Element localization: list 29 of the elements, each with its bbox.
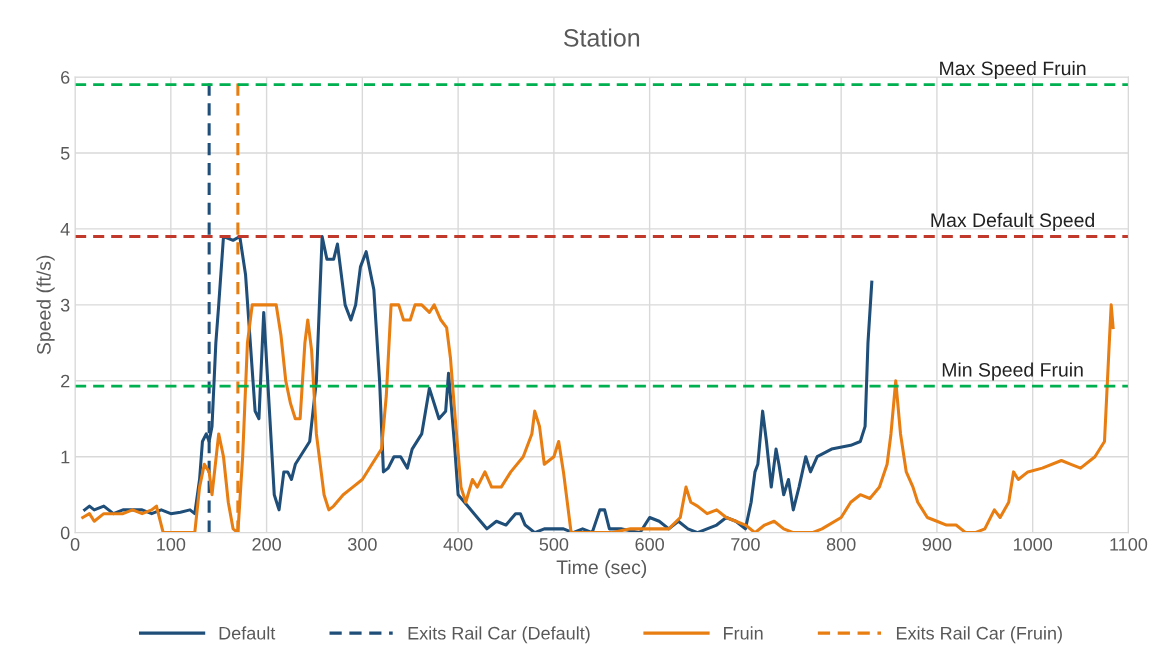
y-tick-label: 6 [61, 70, 70, 84]
legend-label: Exits Rail Car (Default) [408, 626, 590, 644]
x-tick-label: 700 [731, 537, 760, 551]
x-tick-label: 100 [157, 537, 186, 551]
ref-line-label: Max Speed Fruin [940, 60, 1086, 80]
x-tick-label: 800 [826, 537, 856, 551]
x-tick-label: 200 [252, 537, 281, 551]
y-axis-title: Speed (ft/s) [36, 255, 55, 355]
y-tick-label: 5 [60, 147, 70, 160]
chart-title: Station [563, 28, 640, 47]
y-tick-label: 3 [60, 298, 70, 312]
legend-label: Exits Rail Car (Fruin) [896, 626, 1062, 644]
x-tick-label: 0 [70, 537, 80, 551]
x-axis-title: Time (sec) [556, 559, 647, 579]
x-tick-label: 300 [347, 537, 377, 551]
y-tick-label: 4 [60, 223, 70, 236]
x-tick-label: 600 [635, 537, 664, 551]
x-tick-label: 400 [443, 537, 473, 551]
y-tick-label: 1 [61, 450, 70, 464]
legend-label: Default [219, 626, 276, 640]
x-tick-label: 1100 [1110, 537, 1148, 551]
legend-label: Fruin [724, 626, 763, 640]
x-tick-label: 500 [539, 537, 569, 551]
y-tick-label: 2 [61, 374, 70, 388]
x-tick-label: 900 [922, 537, 952, 551]
ref-line-label: Min Speed Fruin [942, 362, 1083, 381]
ref-line-label: Max Default Speed [931, 212, 1094, 231]
y-tick-label: 0 [60, 526, 70, 540]
x-tick-label: 1000 [1013, 537, 1053, 551]
